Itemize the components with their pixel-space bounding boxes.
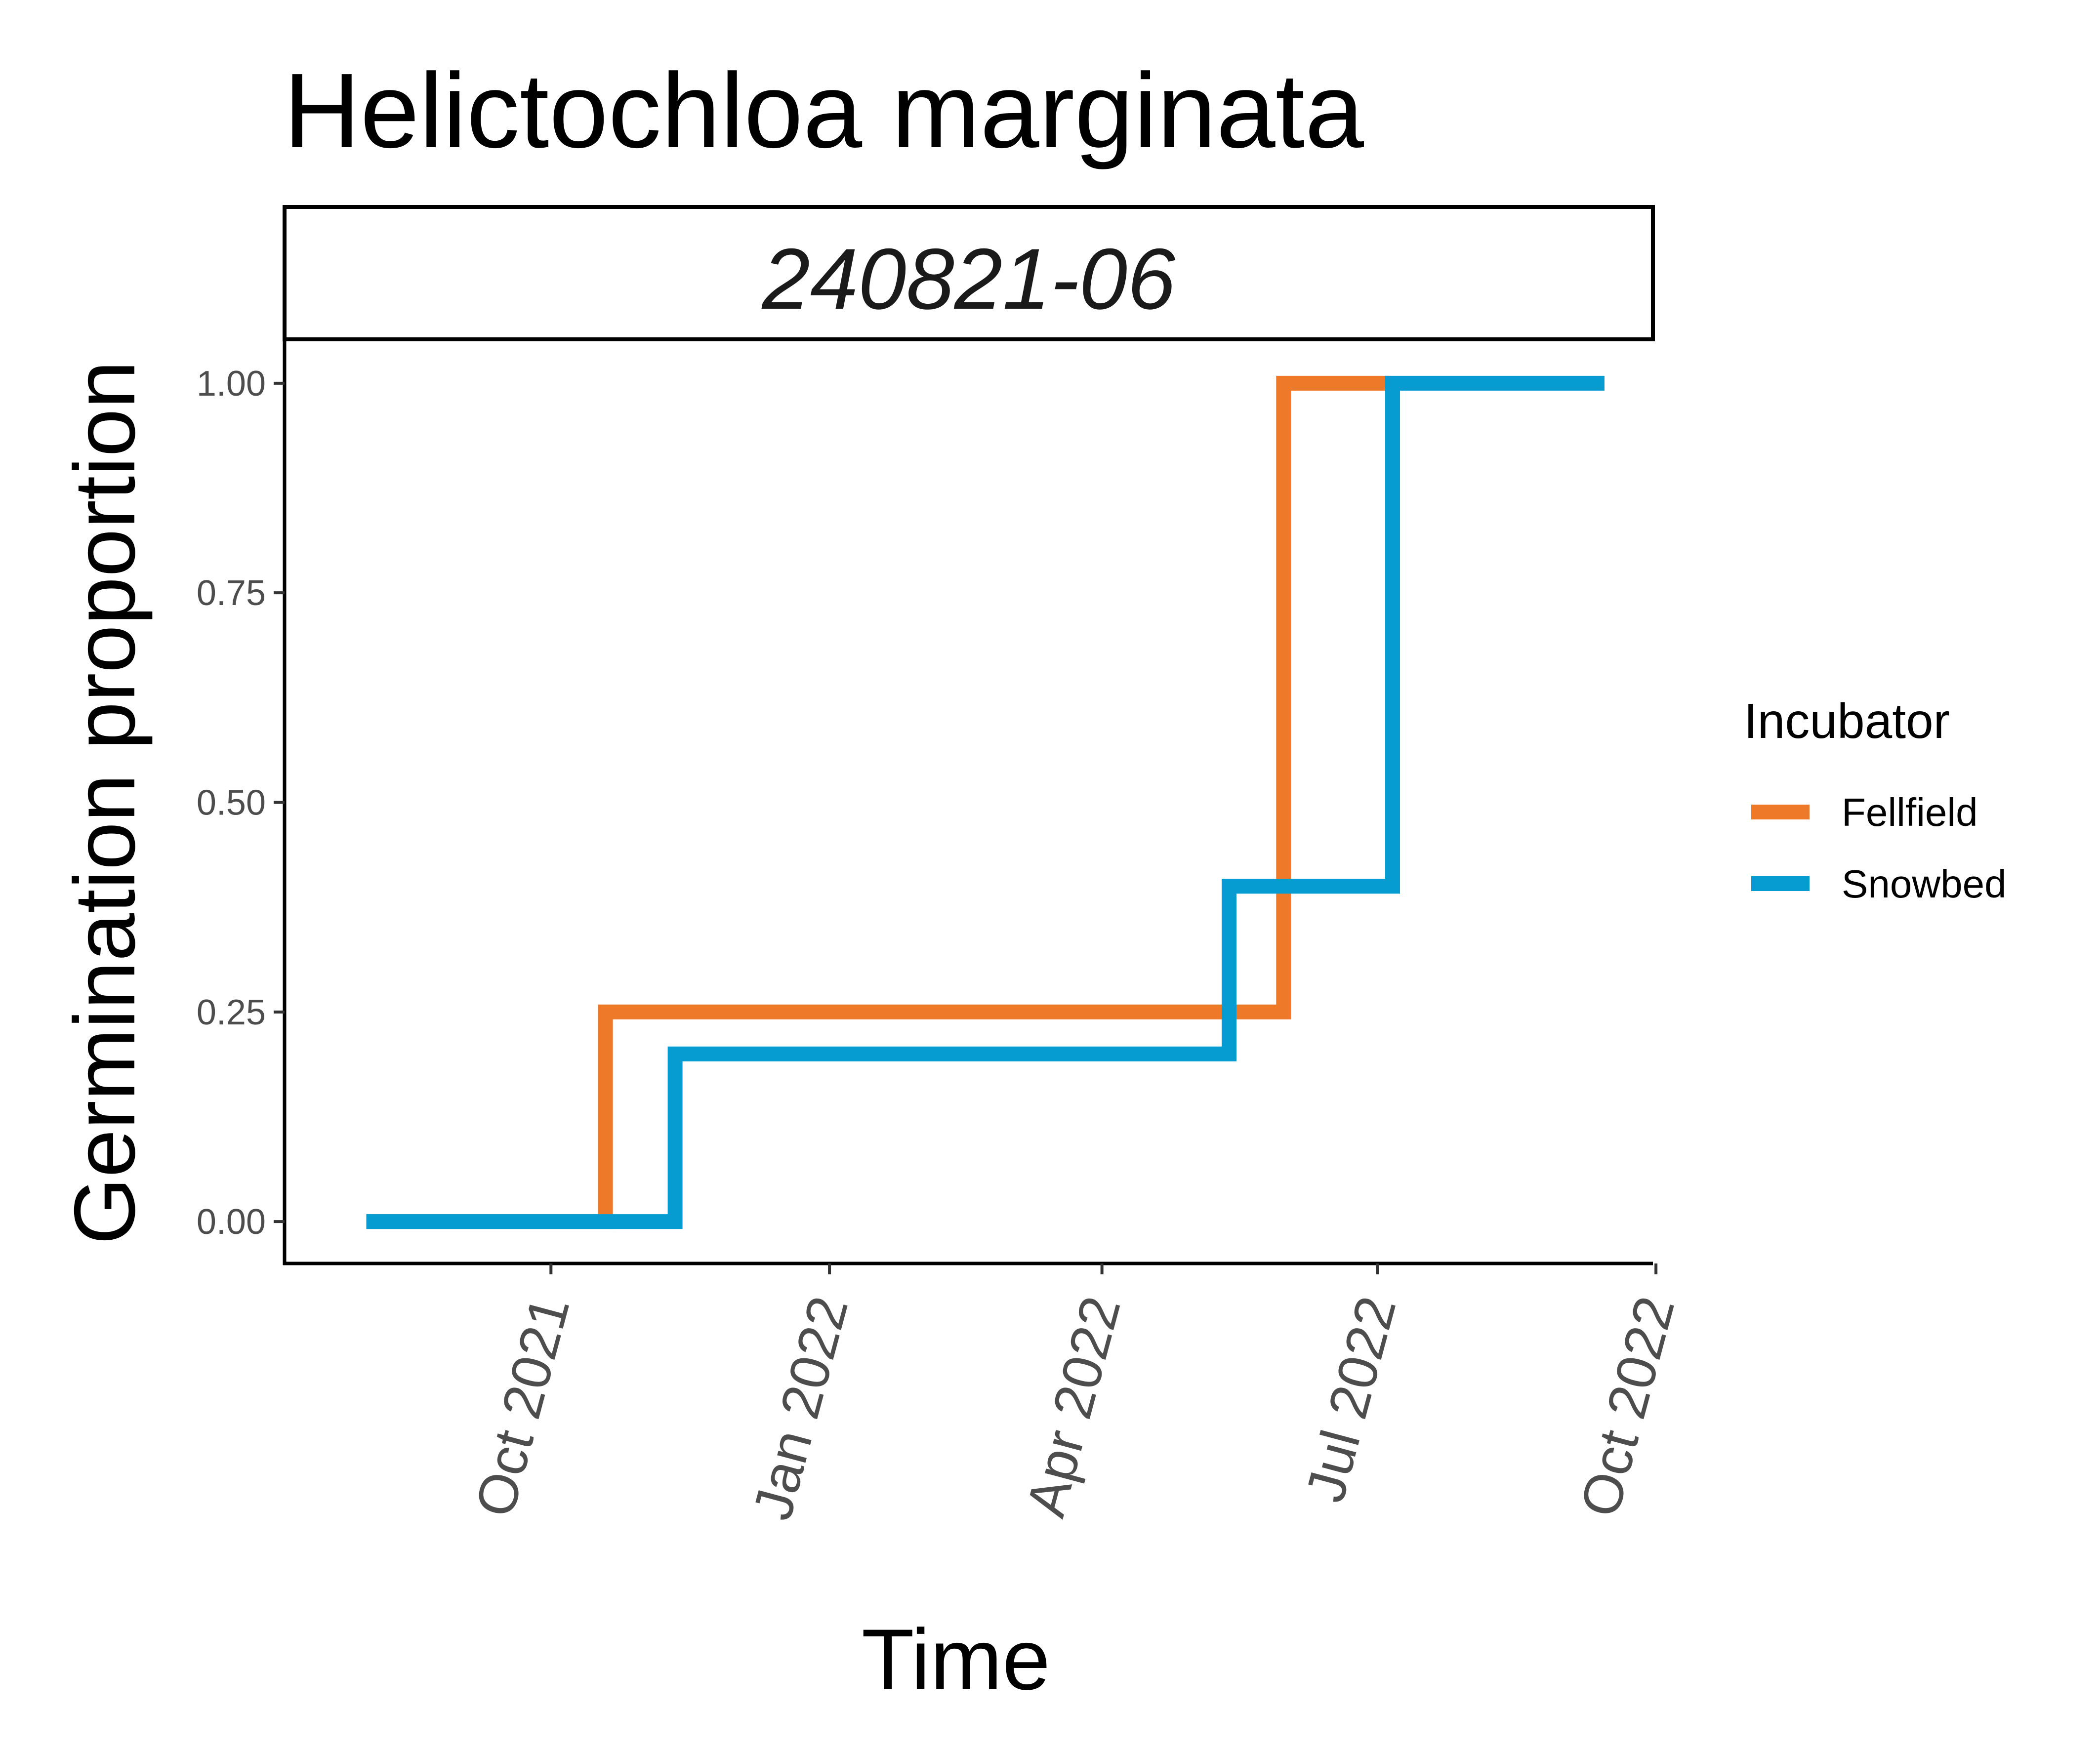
facet-strip-label: 240821-06 (761, 231, 1176, 327)
y-tick-label: 0.50 (197, 783, 266, 823)
x-tick-label: Oct 2022 (1568, 1290, 1686, 1523)
y-axis-title: Germination proportion (57, 361, 153, 1245)
x-tick-label: Apr 2022 (1014, 1290, 1132, 1523)
legend: Incubator Fellfield Snowbed (1744, 693, 2007, 906)
legend-title: Incubator (1744, 693, 1950, 749)
chart-title: Helictochloa marginata (284, 51, 1364, 170)
legend-label-snowbed: Snowbed (1842, 862, 2007, 906)
series-layer (366, 375, 1605, 1229)
x-tick-label: Oct 2021 (463, 1290, 581, 1523)
x-tick-label: Jan 2022 (741, 1290, 860, 1526)
y-tick-label: 0.00 (197, 1202, 266, 1242)
legend-items: Fellfield Snowbed (1751, 790, 2007, 906)
legend-label-fellfield: Fellfield (1842, 790, 1978, 834)
series-line-snowbed (366, 375, 1605, 1229)
y-axis-ticks: 0.00 0.25 0.50 0.75 1.00 (197, 364, 285, 1242)
x-axis-title: Time (862, 1612, 1050, 1708)
facet-strip (283, 205, 1655, 341)
y-tick-label: 0.25 (197, 993, 266, 1032)
series-line-fellfield (366, 375, 1390, 1229)
y-tick-label: 1.00 (197, 364, 266, 404)
y-tick-label: 0.75 (197, 573, 266, 613)
x-tick-label: Jul 2022 (1294, 1290, 1407, 1508)
x-axis-ticks: Oct 2021 Jan 2022 Apr 2022 Jul 2022 Oct 2022 (463, 1263, 1686, 1526)
